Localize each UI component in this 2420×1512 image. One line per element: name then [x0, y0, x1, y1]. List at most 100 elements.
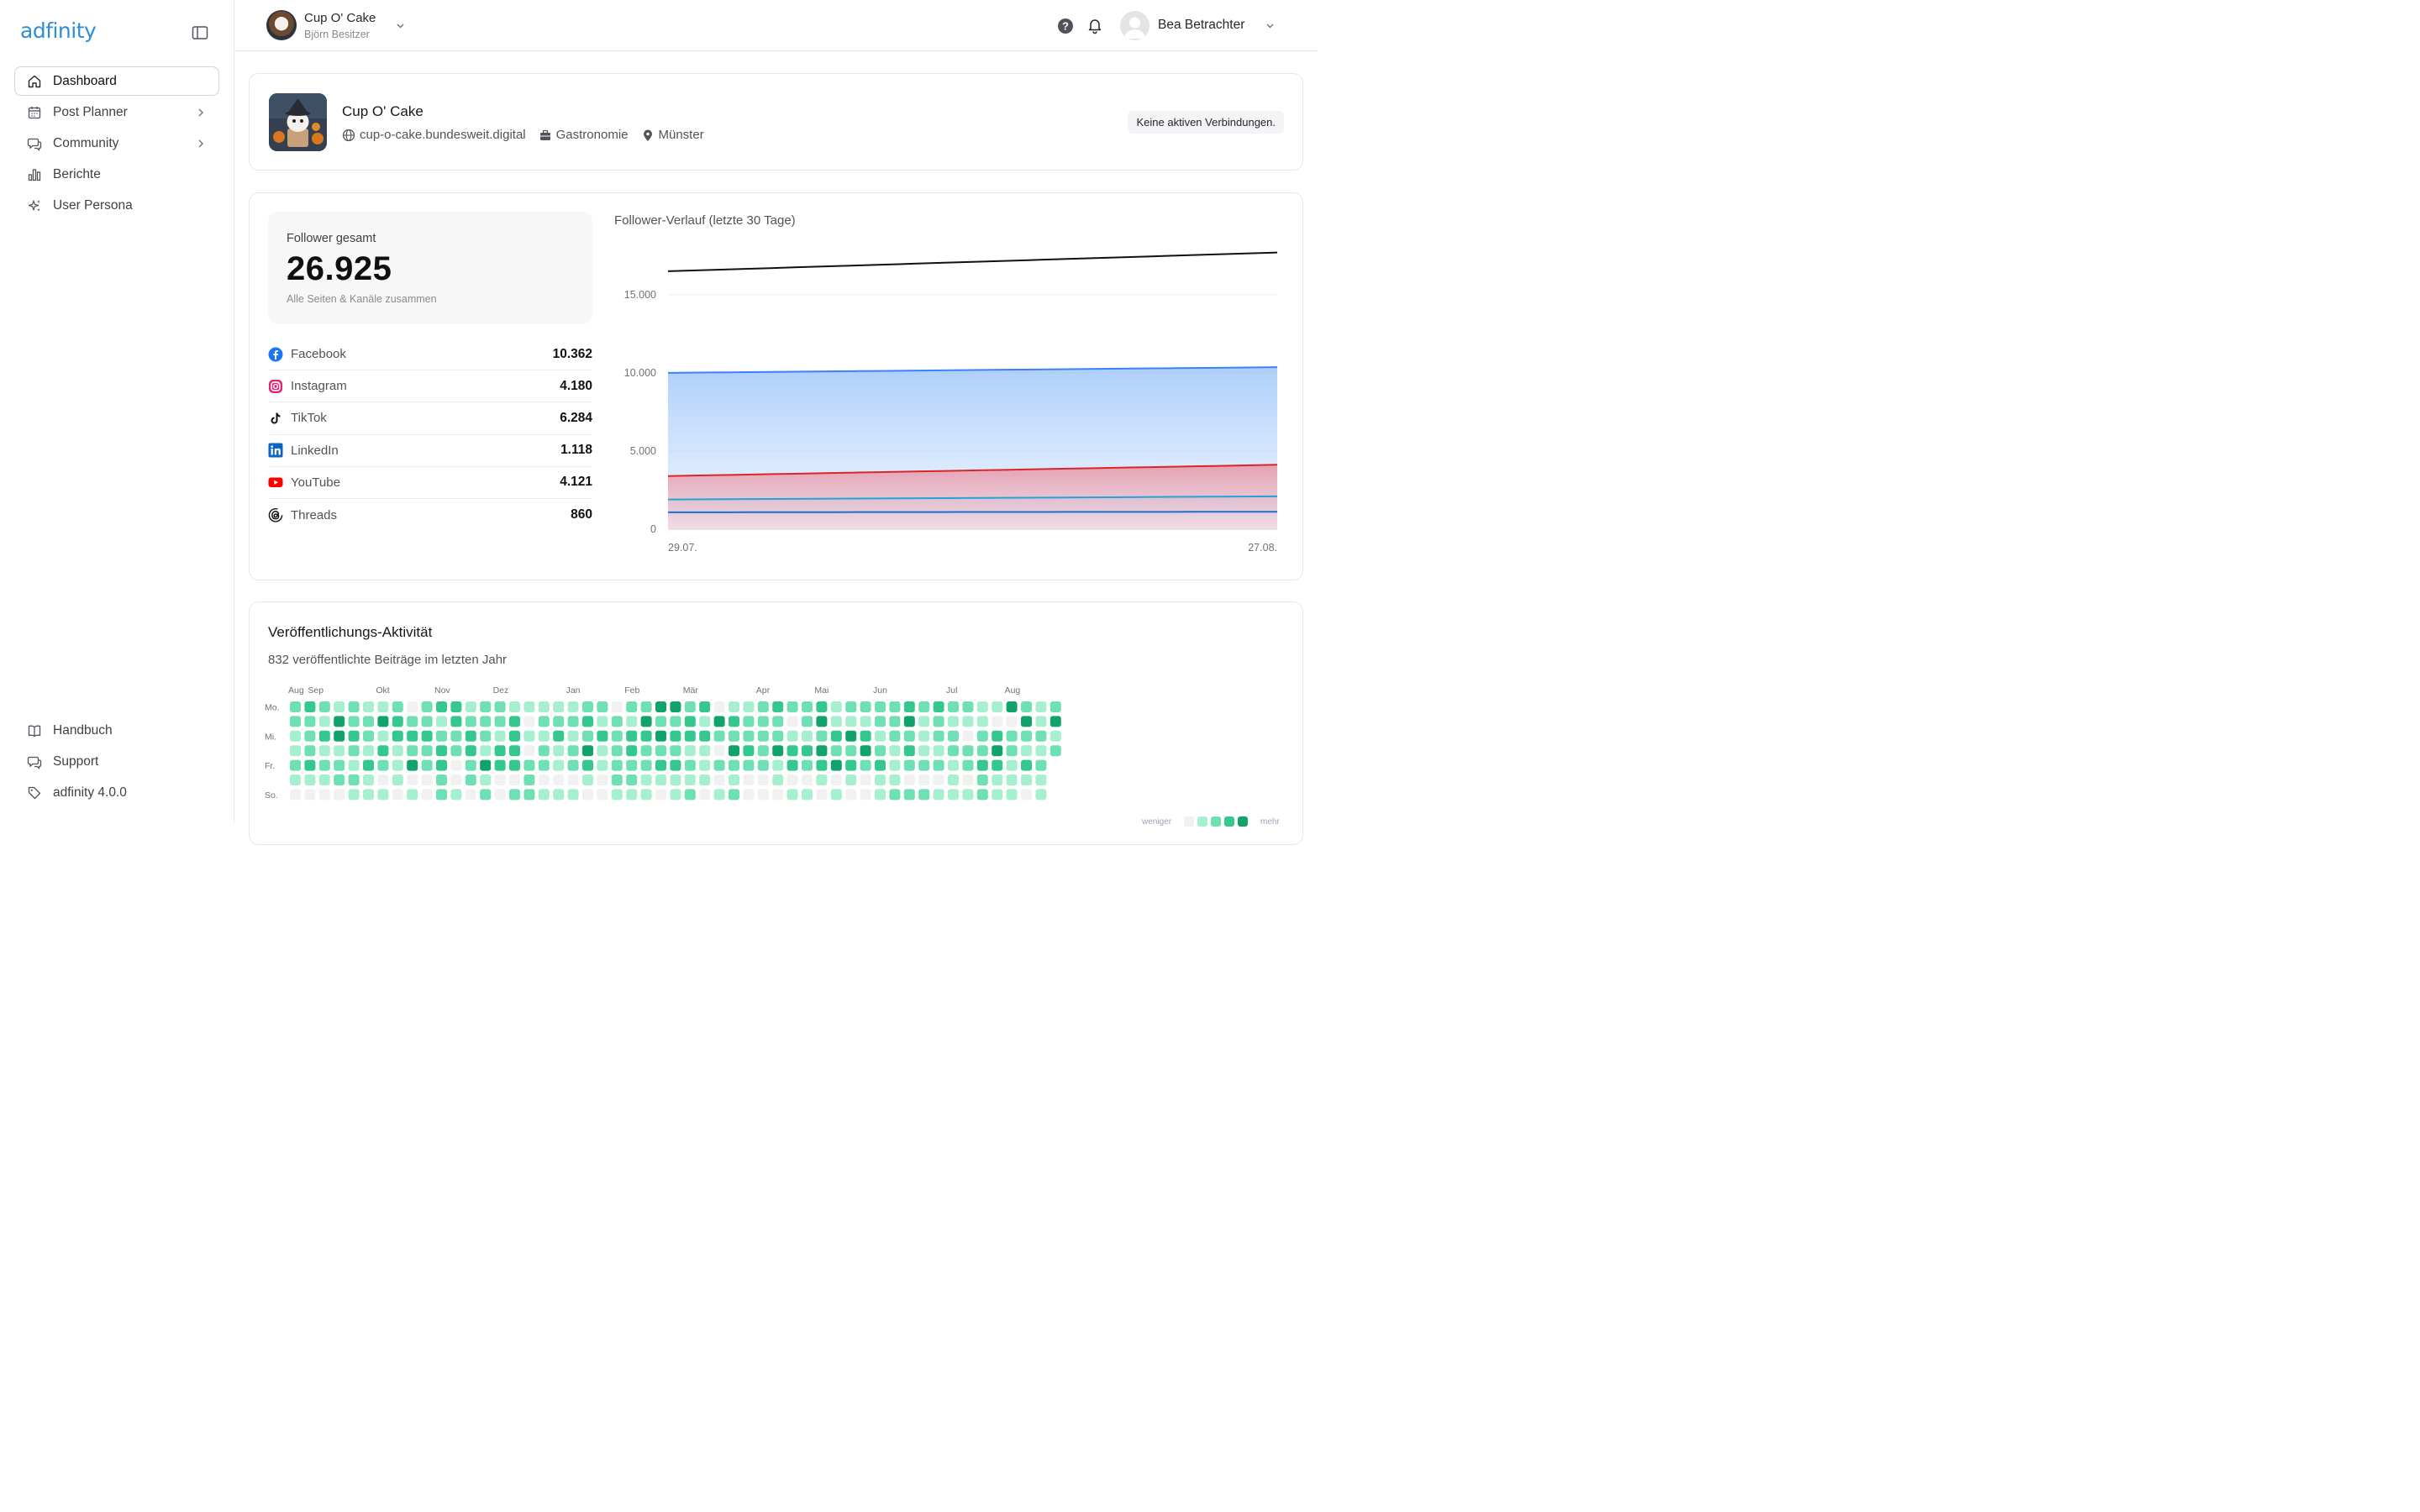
heatmap-cell[interactable] [1021, 759, 1032, 771]
heatmap-cell[interactable] [933, 716, 944, 727]
heatmap-cell[interactable] [1006, 730, 1018, 742]
heatmap-cell[interactable] [450, 774, 462, 785]
heatmap-cell[interactable] [772, 745, 784, 757]
heatmap-cell[interactable] [509, 774, 520, 785]
heatmap-cell[interactable] [786, 730, 798, 742]
heatmap-cell[interactable] [480, 759, 492, 771]
heatmap-cell[interactable] [421, 774, 433, 785]
heatmap-cell[interactable] [304, 789, 316, 801]
heatmap-cell[interactable] [538, 745, 550, 757]
heatmap-cell[interactable] [290, 701, 301, 712]
user-name[interactable]: Bea Betrachter [1158, 18, 1245, 32]
heatmap-cell[interactable] [640, 716, 652, 727]
heatmap-cell[interactable] [363, 789, 374, 801]
heatmap-cell[interactable] [802, 716, 813, 727]
heatmap-cell[interactable] [304, 701, 316, 712]
heatmap-cell[interactable] [318, 789, 330, 801]
heatmap-cell[interactable] [1035, 730, 1047, 742]
heatmap-cell[interactable] [875, 774, 886, 785]
heatmap-cell[interactable] [377, 701, 389, 712]
heatmap-cell[interactable] [670, 716, 681, 727]
heatmap-cell[interactable] [976, 716, 988, 727]
heatmap-cell[interactable] [465, 774, 476, 785]
heatmap-cell[interactable] [1035, 701, 1047, 712]
sidebar-item-dashboard[interactable]: Dashboard [14, 66, 219, 96]
heatmap-cell[interactable] [786, 716, 798, 727]
heatmap-cell[interactable] [318, 730, 330, 742]
heatmap-cell[interactable] [713, 759, 725, 771]
heatmap-cell[interactable] [582, 774, 593, 785]
heatmap-cell[interactable] [933, 789, 944, 801]
heatmap-cell[interactable] [290, 716, 301, 727]
heatmap-cell[interactable] [743, 789, 755, 801]
heatmap-cell[interactable] [845, 789, 857, 801]
heatmap-cell[interactable] [494, 701, 506, 712]
heatmap-cell[interactable] [860, 745, 871, 757]
heatmap-cell[interactable] [465, 716, 476, 727]
heatmap-cell[interactable] [640, 730, 652, 742]
heatmap-cell[interactable] [494, 789, 506, 801]
heatmap-cell[interactable] [699, 745, 711, 757]
heatmap-cell[interactable] [626, 716, 638, 727]
heatmap-cell[interactable] [699, 789, 711, 801]
heatmap-cell[interactable] [729, 745, 739, 757]
heatmap-cell[interactable] [611, 701, 623, 712]
heatmap-cell[interactable] [962, 701, 974, 712]
heatmap-cell[interactable] [597, 716, 608, 727]
heatmap-cell[interactable] [713, 789, 725, 801]
heatmap-cell[interactable] [640, 789, 652, 801]
heatmap-cell[interactable] [377, 730, 389, 742]
heatmap-cell[interactable] [421, 716, 433, 727]
heatmap-cell[interactable] [363, 745, 374, 757]
heatmap-cell[interactable] [802, 701, 813, 712]
heatmap-cell[interactable] [713, 701, 725, 712]
heatmap-cell[interactable] [670, 774, 681, 785]
heatmap-cell[interactable] [626, 730, 638, 742]
heatmap-cell[interactable] [830, 730, 842, 742]
heatmap-cell[interactable] [992, 774, 1003, 785]
heatmap-cell[interactable] [334, 701, 345, 712]
heatmap-cell[interactable] [992, 789, 1003, 801]
heatmap-cell[interactable] [318, 716, 330, 727]
heatmap-cell[interactable] [684, 701, 696, 712]
heatmap-cell[interactable] [757, 716, 769, 727]
heatmap-cell[interactable] [597, 774, 608, 785]
heatmap-cell[interactable] [290, 759, 301, 771]
heatmap-cell[interactable] [729, 759, 739, 771]
heatmap-cell[interactable] [948, 774, 959, 785]
heatmap-cell[interactable] [567, 701, 579, 712]
heatmap-cell[interactable] [567, 774, 579, 785]
heatmap-cell[interactable] [670, 701, 681, 712]
heatmap-cell[interactable] [816, 759, 828, 771]
heatmap-cell[interactable] [567, 716, 579, 727]
heatmap-cell[interactable] [377, 716, 389, 727]
heatmap-cell[interactable] [903, 730, 915, 742]
heatmap-cell[interactable] [509, 701, 520, 712]
heatmap-cell[interactable] [377, 759, 389, 771]
heatmap-cell[interactable] [655, 730, 666, 742]
heatmap-cell[interactable] [450, 730, 462, 742]
heatmap-cell[interactable] [962, 745, 974, 757]
heatmap-cell[interactable] [875, 701, 886, 712]
heatmap-cell[interactable] [816, 789, 828, 801]
heatmap-cell[interactable] [626, 745, 638, 757]
heatmap-cell[interactable] [348, 716, 360, 727]
heatmap-cell[interactable] [480, 774, 492, 785]
heatmap-cell[interactable] [1006, 701, 1018, 712]
help-icon[interactable]: ? [1057, 18, 1074, 34]
heatmap-cell[interactable] [743, 774, 755, 785]
heatmap-cell[interactable] [334, 730, 345, 742]
heatmap-cell[interactable] [553, 774, 565, 785]
heatmap-cell[interactable] [582, 759, 593, 771]
heatmap-cell[interactable] [377, 789, 389, 801]
series-line-2[interactable] [667, 464, 1278, 477]
sidebar-item-handbuch[interactable]: Handbuch [14, 716, 219, 745]
heatmap-cell[interactable] [699, 701, 711, 712]
heatmap-cell[interactable] [670, 730, 681, 742]
heatmap-cell[interactable] [684, 745, 696, 757]
heatmap-cell[interactable] [465, 745, 476, 757]
heatmap-cell[interactable] [830, 701, 842, 712]
heatmap-cell[interactable] [334, 745, 345, 757]
heatmap-cell[interactable] [933, 701, 944, 712]
heatmap-cell[interactable] [582, 745, 593, 757]
